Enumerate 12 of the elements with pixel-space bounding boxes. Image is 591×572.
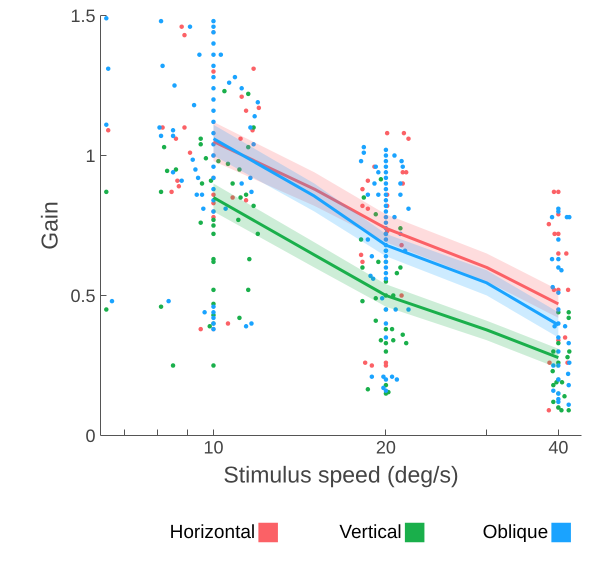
- y-tick-label: 1: [85, 146, 96, 166]
- y-tick-label: 0.5: [70, 286, 96, 306]
- x-axis-title: Stimulus speed (deg/s): [223, 462, 459, 488]
- legend-label: Vertical: [339, 522, 402, 543]
- y-tick-label: 1.5: [70, 6, 96, 26]
- legend-label: Oblique: [482, 522, 548, 543]
- x-tick-label: 20: [376, 438, 396, 458]
- x-tick-label: 10: [203, 438, 224, 458]
- x-tick-label: 40: [548, 438, 568, 458]
- legend-label: Horizontal: [170, 522, 256, 543]
- y-axis-title: Gain: [36, 201, 62, 250]
- y-tick-label: 0: [85, 426, 96, 446]
